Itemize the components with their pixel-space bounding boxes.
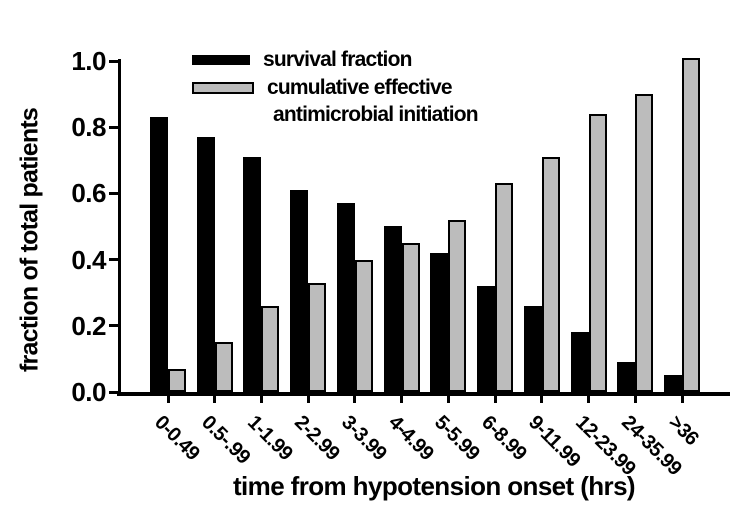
y-tick-label: 1.0 xyxy=(71,46,106,76)
legend-item-cumulative: cumulative effective xyxy=(192,76,453,100)
x-tick-mark xyxy=(446,396,450,403)
legend-item-survival: survival fraction xyxy=(192,48,412,72)
x-tick-label-0.5-.99: 0.5-.99 xyxy=(196,411,254,469)
x-tick-label-4-4.99: 4-4.99 xyxy=(383,411,438,465)
y-tick-label: 0.6 xyxy=(71,178,106,209)
x-tick-label-0-0.49: 0-0.49 xyxy=(150,411,204,465)
x-tick-mark xyxy=(213,396,217,403)
legend-swatch-survival xyxy=(192,55,250,65)
x-tick-mark xyxy=(493,396,497,403)
x-tick-label->36: >36 xyxy=(664,411,703,450)
bar-survival-4-4.99 xyxy=(383,226,402,392)
bar-antimicrobial-2-2.99 xyxy=(308,283,327,392)
bar-antimicrobial-0.5-.99 xyxy=(214,342,233,392)
bar-survival-12-23.99 xyxy=(570,332,589,392)
bar-survival-0-0.49 xyxy=(150,117,168,392)
bar-survival-6-8.99 xyxy=(477,286,496,392)
y-tick-mark xyxy=(109,390,118,394)
bar-antimicrobial->36 xyxy=(682,58,701,392)
x-tick-mark xyxy=(259,396,263,403)
bar-survival-24-35.99 xyxy=(617,362,636,392)
legend-label-survival: survival fraction xyxy=(263,48,412,71)
bar-antimicrobial-4-4.99 xyxy=(401,243,420,392)
bar-survival-3-3.99 xyxy=(336,203,355,392)
x-tick-mark xyxy=(166,396,170,403)
x-tick-mark xyxy=(540,396,544,403)
x-tick-label-6-8.99: 6-8.99 xyxy=(477,411,531,465)
y-axis-line xyxy=(118,59,121,396)
legend-swatch-cumulative xyxy=(192,82,254,94)
bar-survival-0.5-.99 xyxy=(196,137,215,392)
y-tick-label: 0.2 xyxy=(71,310,106,341)
legend-label-cumulative-line2: antimicrobial initiation xyxy=(273,103,479,126)
bar-antimicrobial-3-3.99 xyxy=(354,260,373,392)
y-axis-title: fraction of total patients xyxy=(15,108,44,372)
bar-survival->36 xyxy=(664,375,683,392)
bar-survival-2-2.99 xyxy=(290,190,309,392)
x-axis-line xyxy=(117,392,730,396)
bar-antimicrobial-0-0.49 xyxy=(168,369,186,392)
x-tick-mark xyxy=(587,396,591,403)
y-tick-mark xyxy=(109,125,118,129)
x-tick-label-3-3.99: 3-3.99 xyxy=(337,411,391,465)
plot-area: 0.0 0.2 0.4 0.6 0.8 1.0 0-0.49 0.5-.99 1-1.99 2-2… xyxy=(71,47,730,480)
y-tick-mark xyxy=(109,324,118,328)
bar-survival-5-5.99 xyxy=(430,253,449,392)
x-tick-label-5-5.99: 5-5.99 xyxy=(430,411,485,465)
x-tick-mark xyxy=(400,396,404,403)
bar-antimicrobial-5-5.99 xyxy=(448,220,467,392)
y-tick-mark xyxy=(109,191,118,195)
x-tick-label-2-2.99: 2-2.99 xyxy=(290,411,344,465)
y-tick-mark xyxy=(109,59,118,63)
legend-item-cumulative-line2: antimicrobial initiation xyxy=(273,103,479,127)
bar-survival-1-1.99 xyxy=(243,157,262,392)
bar-survival-9-11.99 xyxy=(523,306,542,392)
bar-antimicrobial-24-35.99 xyxy=(635,94,654,392)
y-tick-mark xyxy=(109,258,118,262)
bar-antimicrobial-6-8.99 xyxy=(495,183,514,392)
x-tick-mark xyxy=(680,396,684,403)
y-tick-label: 0.8 xyxy=(71,112,106,143)
x-tick-label-9-11.99: 9-11.99 xyxy=(523,411,585,472)
bar-antimicrobial-12-23.99 xyxy=(588,114,607,392)
bar-antimicrobial-1-1.99 xyxy=(261,306,280,392)
bar-antimicrobial-9-11.99 xyxy=(541,157,560,392)
x-tick-mark xyxy=(353,396,357,403)
x-tick-mark xyxy=(306,396,310,403)
x-tick-label-1-1.99: 1-1.99 xyxy=(243,411,298,465)
x-axis-title: time from hypotension onset (hrs) xyxy=(232,471,636,501)
legend-label-cumulative-line1: cumulative effective xyxy=(267,76,453,99)
x-tick-mark xyxy=(633,396,637,403)
y-tick-label: 0.4 xyxy=(71,244,106,275)
y-tick-label: 0.0 xyxy=(71,377,106,407)
